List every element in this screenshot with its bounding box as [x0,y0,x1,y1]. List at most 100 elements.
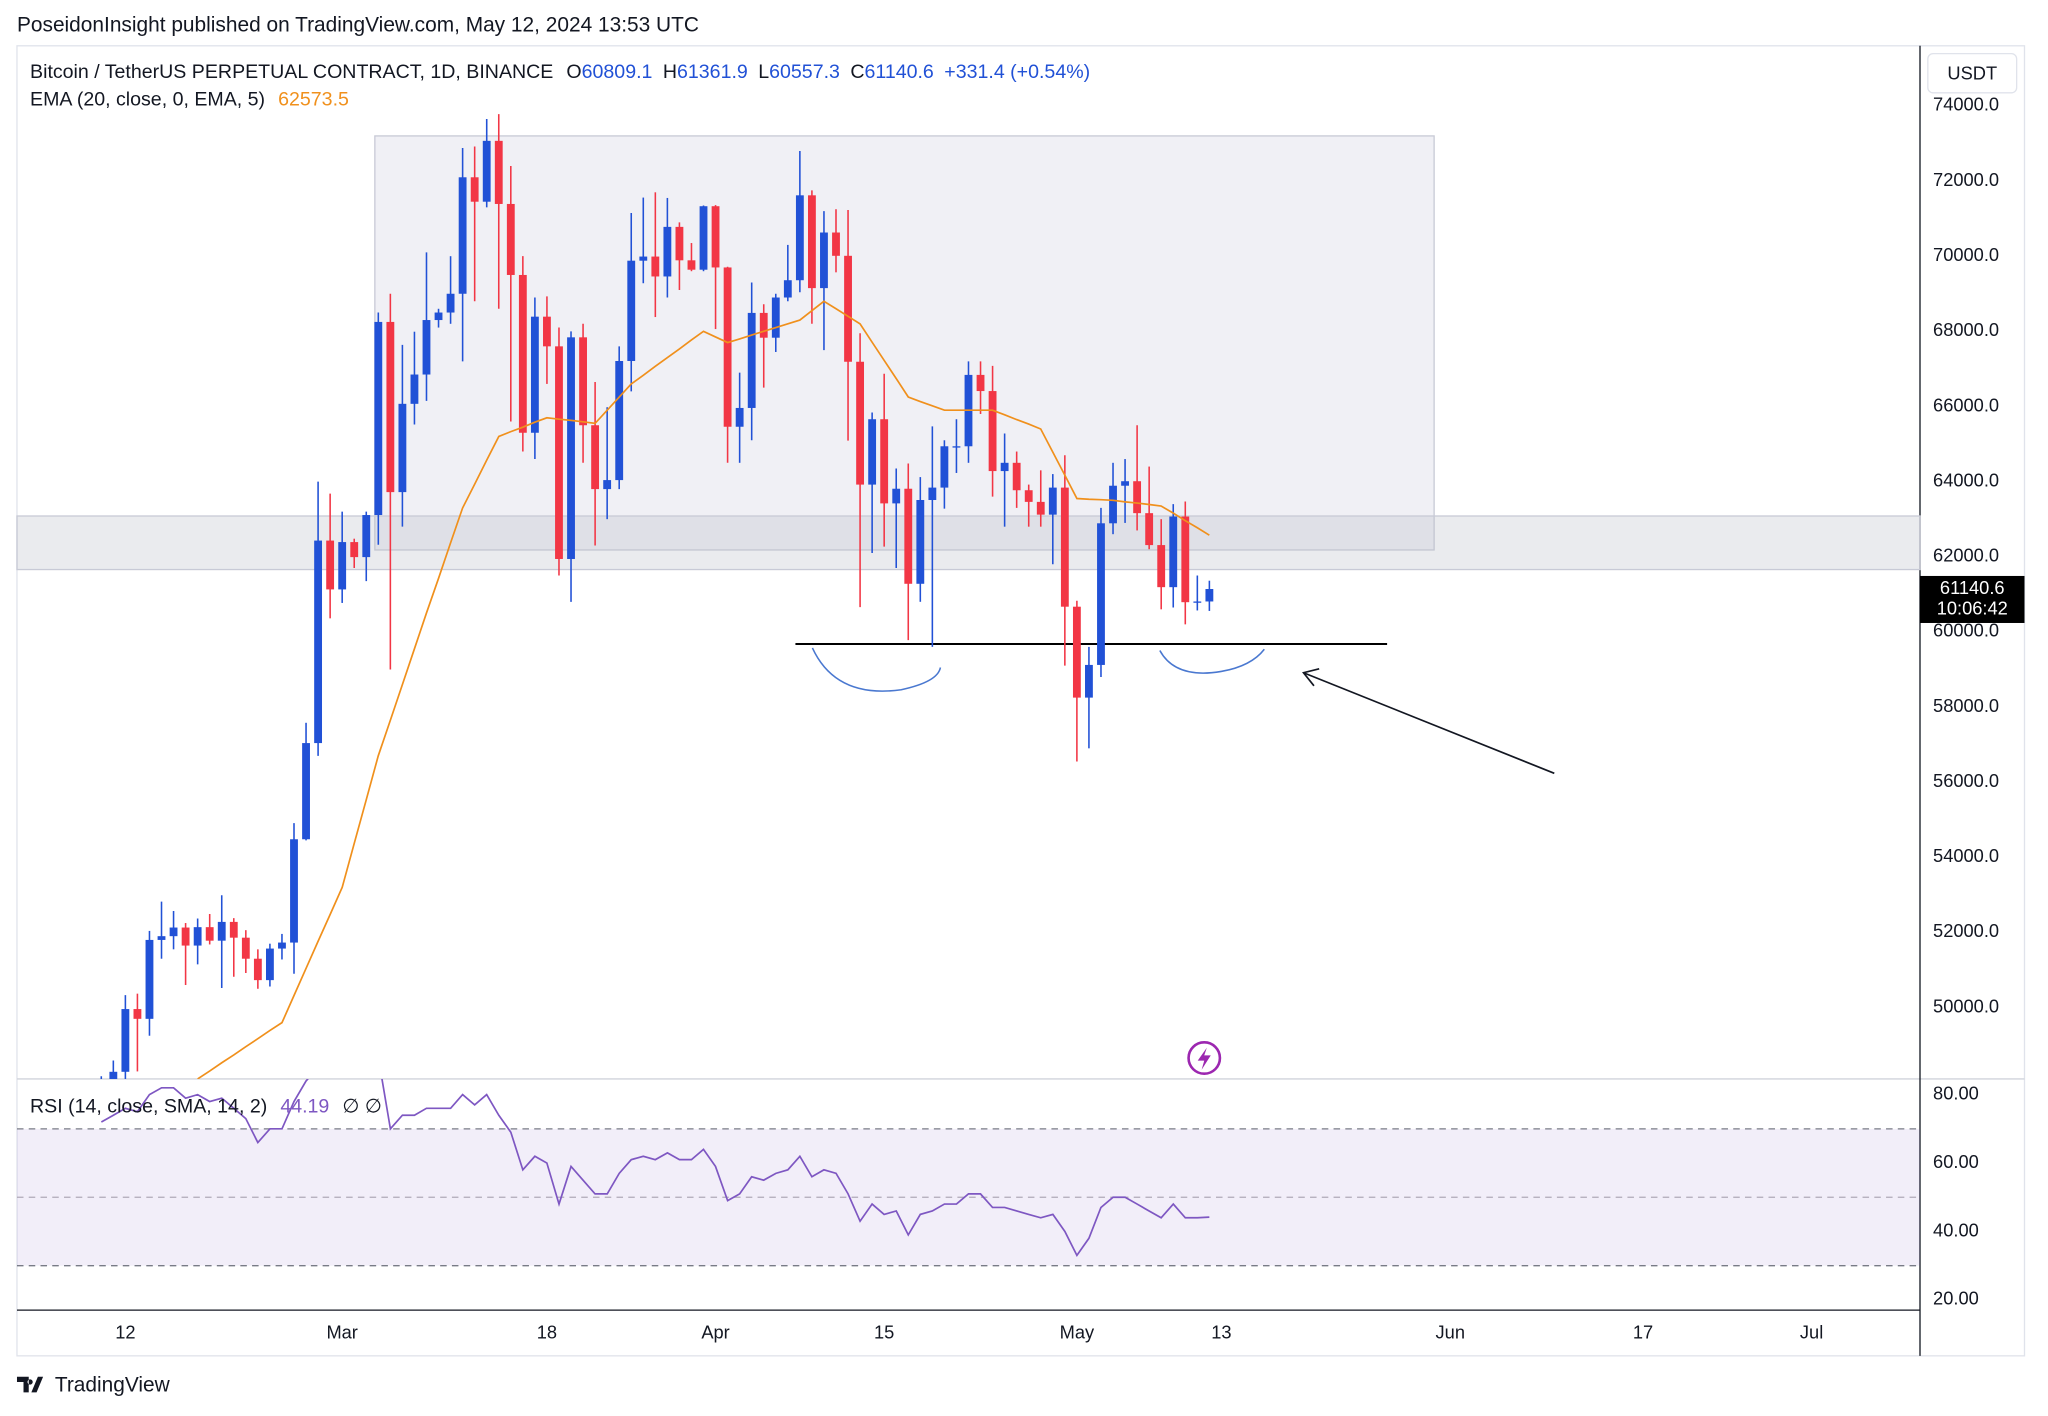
rsi-pane [100,1078,1210,1258]
y-tick-label: 54000.0 [1933,845,1999,866]
candle-body [181,927,190,946]
y-tick-label: 52000.0 [1933,920,1999,941]
candle-body [1097,523,1105,665]
y-tick-label: 56000.0 [1933,770,1999,791]
candle-body [434,312,443,321]
y-tick-label: 62000.0 [1933,545,1999,566]
logo-mark [16,1376,44,1393]
candle-body [1000,462,1009,472]
ohlc-letter: L [758,61,769,83]
candle-body [856,361,865,485]
candle-body [410,374,419,404]
rsi-line [100,1078,1210,1258]
candle-body [759,312,768,338]
y-tick-label: 68000.0 [1933,319,1999,340]
price-pane [100,114,1214,1079]
symbol-legend: Bitcoin / TetherUS PERPETUAL CONTRACT, 1… [30,61,1090,83]
x-tick-label: Jun [1436,1321,1465,1342]
y-tick-label: 80.00 [1933,1082,1979,1103]
ohlc-letter: C [850,61,864,83]
candle-body [1145,513,1154,546]
candle-body [1085,664,1093,698]
candle-body [446,293,455,313]
ohlc-letter: O [566,61,581,83]
axes: 12 Mar 18 Apr 15 May 13 Jun 17 Jul 50000.0 52000.0 5… [115,94,2025,1342]
candle-body [265,948,274,981]
footer-brand: TradingView [55,1373,171,1396]
event-icon[interactable] [1187,1041,1222,1076]
arrow-head [1302,667,1320,687]
x-tick-label: Apr [701,1321,729,1342]
candle-body [121,1009,130,1072]
range-box [374,135,1435,551]
unit-label: USDT [1947,62,1997,83]
candle-body [1072,606,1081,698]
candle-body [615,360,624,481]
candle-body [1133,481,1142,514]
last-price-tag [1920,575,2025,623]
x-tick-label: 18 [537,1321,557,1342]
candle-body [651,256,660,277]
y-tick-label: 64000.0 [1933,469,1999,490]
candle-body [1193,601,1202,603]
candle-body [916,500,925,584]
candle-body [374,321,383,516]
y-tick-label: 40.00 [1933,1219,1979,1240]
rsi-value: 44.19 [280,1096,329,1118]
x-tick-label: Mar [326,1321,357,1342]
candle-body [1012,462,1021,491]
candle-body [663,226,672,277]
frame [16,45,2026,1357]
change: +331.4 (+0.54%) [944,61,1090,83]
x-tick-label: Jul [1800,1321,1823,1342]
candle-body [603,480,612,490]
candle-body [326,540,335,590]
y-tick-label: 20.00 [1933,1288,1979,1309]
candle-body [1036,501,1045,515]
candle-body [591,425,600,490]
candle-body [844,255,852,362]
candle-body [157,936,166,940]
ema-line [197,300,1210,1079]
ohlc-value: 61361.9 [677,61,748,83]
candle-body [290,839,298,943]
candle-body [675,226,684,261]
candle-body [543,316,551,347]
symbol-title: Bitcoin / TetherUS PERPETUAL CONTRACT, 1… [30,61,553,83]
candle-body [976,374,985,392]
candle-body [687,260,696,270]
candle-body [302,743,310,840]
y-tick-label: 70000.0 [1933,244,1999,265]
ohlc-value: 61140.6 [865,61,934,83]
candle-body [506,203,515,275]
publish-header: PoseidonInsight published on TradingView… [17,14,699,37]
rsi-name: RSI (14, close, SMA, 14, 2) [30,1096,267,1118]
candle-body [940,446,949,488]
candle-body [795,195,804,281]
candle-body [555,346,563,559]
candle-body [783,280,792,298]
ohlc-value: 60809.1 [582,61,653,83]
candle-body [1024,490,1033,502]
candle-body [241,937,250,959]
ema-value: 62573.5 [278,89,349,111]
candle-body [747,312,756,408]
candle-body [1205,589,1214,602]
candle-body [398,403,407,493]
rsi-icons: ∅ ∅ [342,1096,382,1118]
candle-body [1048,487,1057,515]
candle-body [892,488,901,504]
candle-body [217,921,226,941]
shoulder-arc [1159,648,1265,674]
arrow [1303,671,1555,775]
unit-button[interactable] [1927,52,2018,94]
zone-band [16,515,1921,571]
candle-body [133,1009,142,1019]
candle-body [193,927,202,946]
candle-body [494,140,503,204]
y-tick-label: 60.00 [1933,1151,1979,1172]
y-tick-label: 66000.0 [1933,394,1999,415]
candle-body [988,391,997,472]
candle-body [109,1071,118,1079]
